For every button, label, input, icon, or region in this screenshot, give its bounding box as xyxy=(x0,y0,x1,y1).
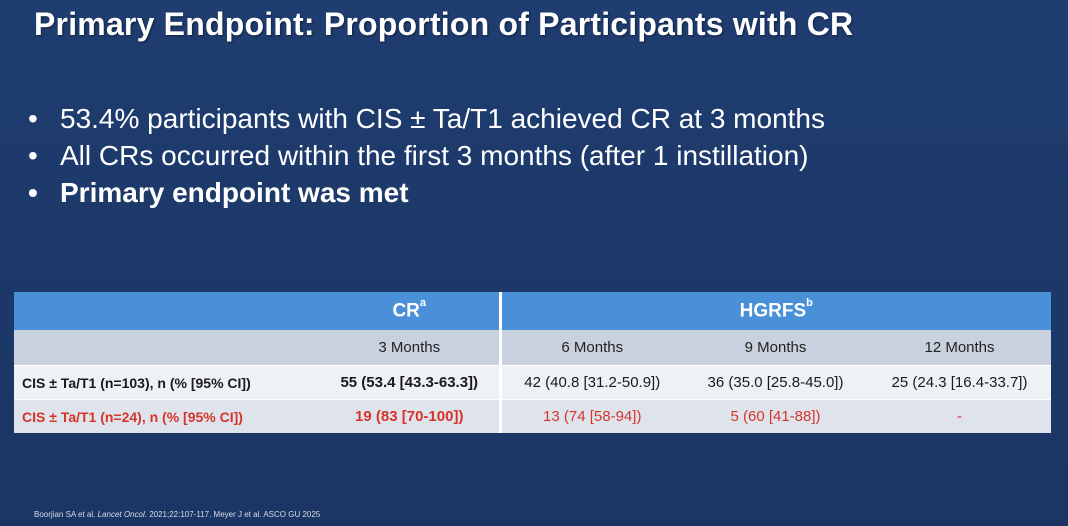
subheader-blank-cell xyxy=(14,330,320,366)
bullet-marker: • xyxy=(28,140,38,171)
bullet-marker: • xyxy=(28,177,38,208)
table-subheader-row: 3 Months 6 Months 9 Months 12 Months xyxy=(14,330,1052,366)
header-cr: CRa xyxy=(320,292,500,330)
footnote-citation: 2021;22:107-117. Meyer J et al. ASCO GU … xyxy=(146,510,321,519)
table-cell: 19 (83 [70-100]) xyxy=(320,399,500,433)
subheader-cell: 9 Months xyxy=(683,330,868,366)
bullet-marker: • xyxy=(28,103,38,134)
table-cell: 25 (24.3 [16.4-33.7]) xyxy=(868,365,1052,400)
footnote-journal: Lancet Oncol. xyxy=(97,510,147,519)
bullet-text: 53.4% participants with CIS ± Ta/T1 achi… xyxy=(60,103,825,134)
table-cell: 42 (40.8 [31.2-50.9]) xyxy=(498,365,683,400)
subheader-cell: 6 Months xyxy=(498,330,683,366)
subheader-cell: 12 Months xyxy=(868,330,1052,366)
table-cell: 55 (53.4 [43.3-63.3]) xyxy=(320,365,500,400)
table-cell: - xyxy=(868,399,1052,433)
bullet-text: All CRs occurred within the first 3 mont… xyxy=(60,140,809,171)
table-row: CIS ± Ta/T1 (n=103), n (% [95% CI]) 55 (… xyxy=(14,365,1052,400)
results-table: CRa HGRFSb 3 Months 6 Months 9 Months 12… xyxy=(14,292,1052,433)
table-cell: 36 (35.0 [25.8-45.0]) xyxy=(683,365,868,400)
table-cell: 13 (74 [58-94]) xyxy=(498,399,683,433)
slide-title: Primary Endpoint: Proportion of Particip… xyxy=(34,6,854,42)
row-label: CIS ± Ta/T1 (n=24), n (% [95% CI]) xyxy=(14,399,320,433)
header-hgrfs-superscript: b xyxy=(806,296,813,309)
table-header-row: CRa HGRFSb xyxy=(14,292,1052,330)
bullet-item: • 53.4% participants with CIS ± Ta/T1 ac… xyxy=(28,100,825,137)
bullet-text: Primary endpoint was met xyxy=(60,177,409,208)
bullet-item: • Primary endpoint was met xyxy=(28,174,825,211)
subheader-cell: 3 Months xyxy=(320,330,500,366)
bullet-item: • All CRs occurred within the first 3 mo… xyxy=(28,137,825,174)
bullet-list: • 53.4% participants with CIS ± Ta/T1 ac… xyxy=(28,100,825,211)
table-cell: 5 (60 [41-88]) xyxy=(683,399,868,433)
row-label: CIS ± Ta/T1 (n=103), n (% [95% CI]) xyxy=(14,365,320,400)
header-cr-superscript: a xyxy=(419,296,427,309)
header-hgrfs: HGRFSb xyxy=(498,292,1052,330)
reference-footnote: Boorjian SA et al. Lancet Oncol. 2021;22… xyxy=(34,510,320,519)
table-row: CIS ± Ta/T1 (n=24), n (% [95% CI]) 19 (8… xyxy=(14,399,1052,433)
footnote-authors: Boorjian SA et al. xyxy=(34,510,98,519)
header-blank-cell xyxy=(14,292,320,330)
